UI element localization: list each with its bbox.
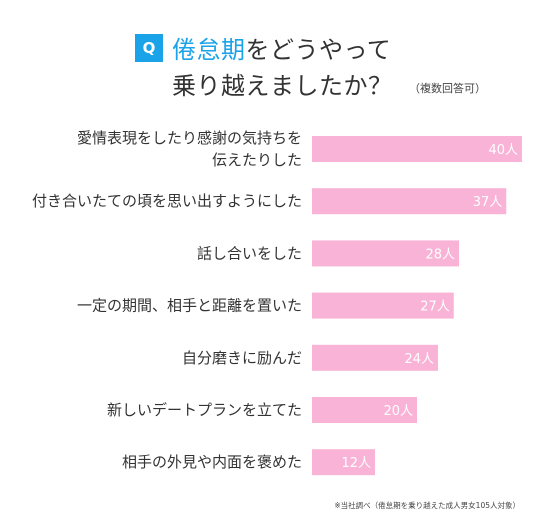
bar-value-label-4: 24人 bbox=[404, 352, 434, 367]
subtitle: （複数回答可） bbox=[409, 82, 486, 95]
bar-5 bbox=[312, 397, 417, 423]
category-label-1: 付き合いたての頃を思い出すようにした bbox=[32, 192, 302, 210]
bar-value-label-1: 37人 bbox=[473, 195, 503, 210]
title-line-1: 倦怠期をどうやって bbox=[172, 30, 391, 65]
bar-3 bbox=[312, 292, 454, 319]
bar-1 bbox=[312, 188, 507, 215]
bar-2 bbox=[312, 240, 459, 267]
category-label-3: 一定の期間、相手と距離を置いた bbox=[77, 297, 302, 315]
bar-value-label-6: 12人 bbox=[341, 456, 371, 471]
bar-value-label-0: 40人 bbox=[488, 143, 518, 158]
bar-value-label-3: 27人 bbox=[420, 300, 450, 315]
title-line-2: 乗り越えましたか？ bbox=[172, 72, 393, 100]
bar-6 bbox=[312, 449, 375, 476]
category-label-0-line-0: 愛情表現をしたり感謝の気持ちを bbox=[77, 129, 302, 147]
title-line-1-rest: をどうやって bbox=[245, 36, 392, 64]
question-badge: Q bbox=[135, 34, 163, 62]
footnote: ※当社調べ（倦怠期を乗り越えた成人男女105人対象） bbox=[334, 501, 520, 510]
category-label-5: 新しいデートプランを立てた bbox=[107, 401, 302, 419]
category-label-2: 話し合いをした bbox=[197, 244, 302, 262]
title-accent: 倦怠期 bbox=[172, 36, 246, 64]
bar-value-label-2: 28人 bbox=[425, 247, 455, 262]
category-label-6: 相手の外見や内面を褒めた bbox=[122, 453, 302, 471]
category-label-0-line-1: 伝えたりした bbox=[212, 151, 302, 169]
bar-4 bbox=[312, 344, 438, 371]
bar-value-label-5: 20人 bbox=[383, 404, 413, 419]
category-label-4: 自分磨きに励んだ bbox=[182, 349, 302, 367]
bar-0 bbox=[312, 136, 522, 162]
